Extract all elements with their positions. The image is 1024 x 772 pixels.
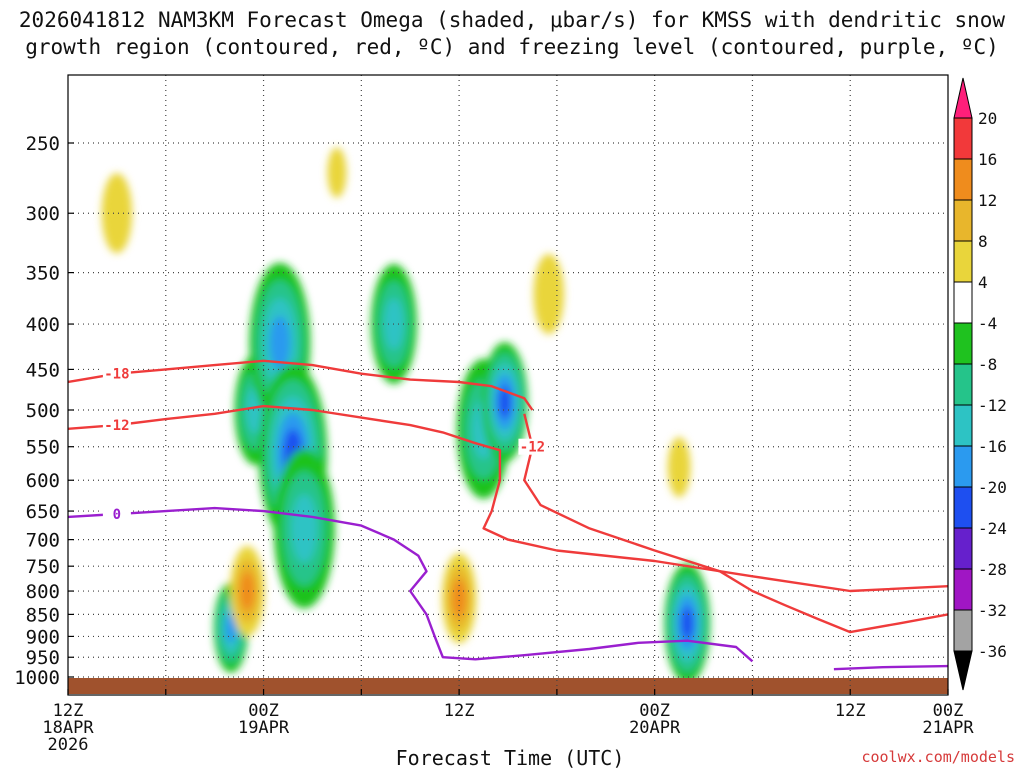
colorbar-box-10 [953, 527, 973, 570]
omega-cell-9-level-3 [239, 571, 255, 611]
contour-line-4 [833, 664, 948, 671]
x-tick-label-0-1: 18APR [42, 718, 94, 738]
colorbar-box-11 [953, 568, 973, 611]
omega-shading [101, 147, 711, 684]
omega-cell-3-level-3 [291, 494, 318, 563]
y-tick-label-950: 950 [26, 647, 60, 669]
chart-title-line2: growth region (contoured, red, ºC) and f… [25, 35, 999, 59]
x-tick-label-12-0: 00Z [248, 701, 279, 721]
y-tick-label-1000: 1000 [14, 667, 60, 689]
omega-cell-14-level-1 [667, 437, 691, 498]
omega-cell-1-level-4 [269, 316, 290, 370]
contour-label-bg-1 [102, 417, 131, 434]
y-tick-label-600: 600 [26, 470, 60, 492]
x-tick-label-36-1: 20APR [629, 718, 681, 738]
temperature-contours: -18 -12 -12 0 [68, 359, 948, 671]
colorbar-label-13: -36 [978, 642, 1007, 661]
colorbar-label-6: -8 [978, 355, 997, 374]
pressure-axis: 2503003504004505005506006507007508008509… [14, 133, 74, 689]
colorbar-box-3 [953, 240, 973, 283]
y-tick-label-500: 500 [26, 400, 60, 422]
contour-label-bg-3 [102, 506, 131, 523]
contour-label-1: -12 [104, 418, 129, 434]
omega-cell-13-level-1 [533, 254, 564, 335]
colorbar-label-8: -16 [978, 437, 1007, 456]
colorbar-label-9: -20 [978, 478, 1007, 497]
colorbar-label-11: -28 [978, 560, 1007, 579]
y-tick-label-750: 750 [26, 556, 60, 578]
ground-surface [68, 678, 948, 694]
colorbar-label-10: -24 [978, 519, 1007, 538]
x-tick-label-24-0: 12Z [444, 701, 475, 721]
y-tick-label-450: 450 [26, 359, 60, 381]
omega-cell-12-level-1 [327, 147, 347, 198]
x-axis-label: Forecast Time (UTC) [396, 746, 625, 768]
colorbar-box-9 [953, 486, 973, 529]
colorbar-box-6 [953, 363, 973, 406]
colorbar-label-7: -12 [978, 396, 1007, 415]
omega-cell-8-level-4 [225, 612, 237, 643]
colorbar-bottom-arrow [953, 650, 973, 691]
y-tick-label-900: 900 [26, 626, 60, 648]
colorbar-label-0: 20 [978, 109, 997, 128]
colorbar-label-5: -4 [978, 314, 997, 333]
y-tick-label-250: 250 [26, 133, 60, 155]
y-tick-label-800: 800 [26, 581, 60, 603]
colorbar-box-2 [953, 199, 973, 242]
omega-cell-6-level-5 [498, 385, 511, 419]
ground-fill [68, 678, 948, 694]
x-tick-label-54-1: 21APR [922, 718, 974, 738]
colorbar-label-12: -32 [978, 601, 1007, 620]
y-tick-label-650: 650 [26, 501, 60, 523]
x-tick-label-36-0: 00Z [639, 701, 670, 721]
y-tick-label-350: 350 [26, 263, 60, 285]
y-tick-label-300: 300 [26, 203, 60, 225]
colorbar-box-4 [953, 281, 973, 324]
y-tick-label-550: 550 [26, 437, 60, 459]
colorbar-label-1: 16 [978, 150, 997, 169]
colorbar: 20 16 12 8 4 -4 -8 -12 -16 -20 -24 -28 -32 -36 [953, 77, 1007, 691]
omega-cell-7-level-5 [681, 606, 694, 640]
omega-cell-11-level-1 [101, 173, 133, 254]
chart-title-line1: 2026041812 NAM3KM Forecast Omega (shaded… [19, 8, 1006, 32]
contour-label-3: 0 [113, 507, 121, 523]
contour-line-3 [68, 506, 754, 663]
x-tick-label-48-0: 12Z [835, 701, 866, 721]
y-tick-label-700: 700 [26, 530, 60, 552]
colorbar-label-3: 8 [978, 232, 988, 251]
contour-line-0 [68, 359, 534, 411]
contour-label-2: -12 [520, 440, 545, 456]
colorbar-box-7 [953, 404, 973, 447]
plot-frame [67, 74, 949, 696]
x-tick-label-0-0: 12Z [53, 701, 84, 721]
x-tick-label-0-2: 2026 [48, 735, 89, 755]
credit-text: coolwx.com/models [861, 748, 1015, 766]
colorbar-box-5 [953, 322, 973, 365]
colorbar-box-1 [953, 158, 973, 201]
colorbar-label-4: 4 [978, 273, 988, 292]
contour-label-bg-0 [102, 365, 131, 382]
contour-line-2 [523, 413, 948, 634]
x-tick-label-54-0: 00Z [933, 701, 964, 721]
contour-label-bg-2 [518, 438, 547, 455]
x-tick-label-12-1: 19APR [238, 718, 290, 738]
y-tick-label-400: 400 [26, 314, 60, 336]
y-tick-label-850: 850 [26, 604, 60, 626]
contour-label-0: -18 [104, 367, 129, 383]
colorbar-box-8 [953, 445, 973, 488]
colorbar-label-2: 12 [978, 191, 997, 210]
colorbar-box-12 [953, 609, 973, 652]
contour-line-1 [68, 404, 948, 593]
colorbar-box-0 [953, 117, 973, 160]
omega-cell-10-level-3 [451, 578, 467, 618]
